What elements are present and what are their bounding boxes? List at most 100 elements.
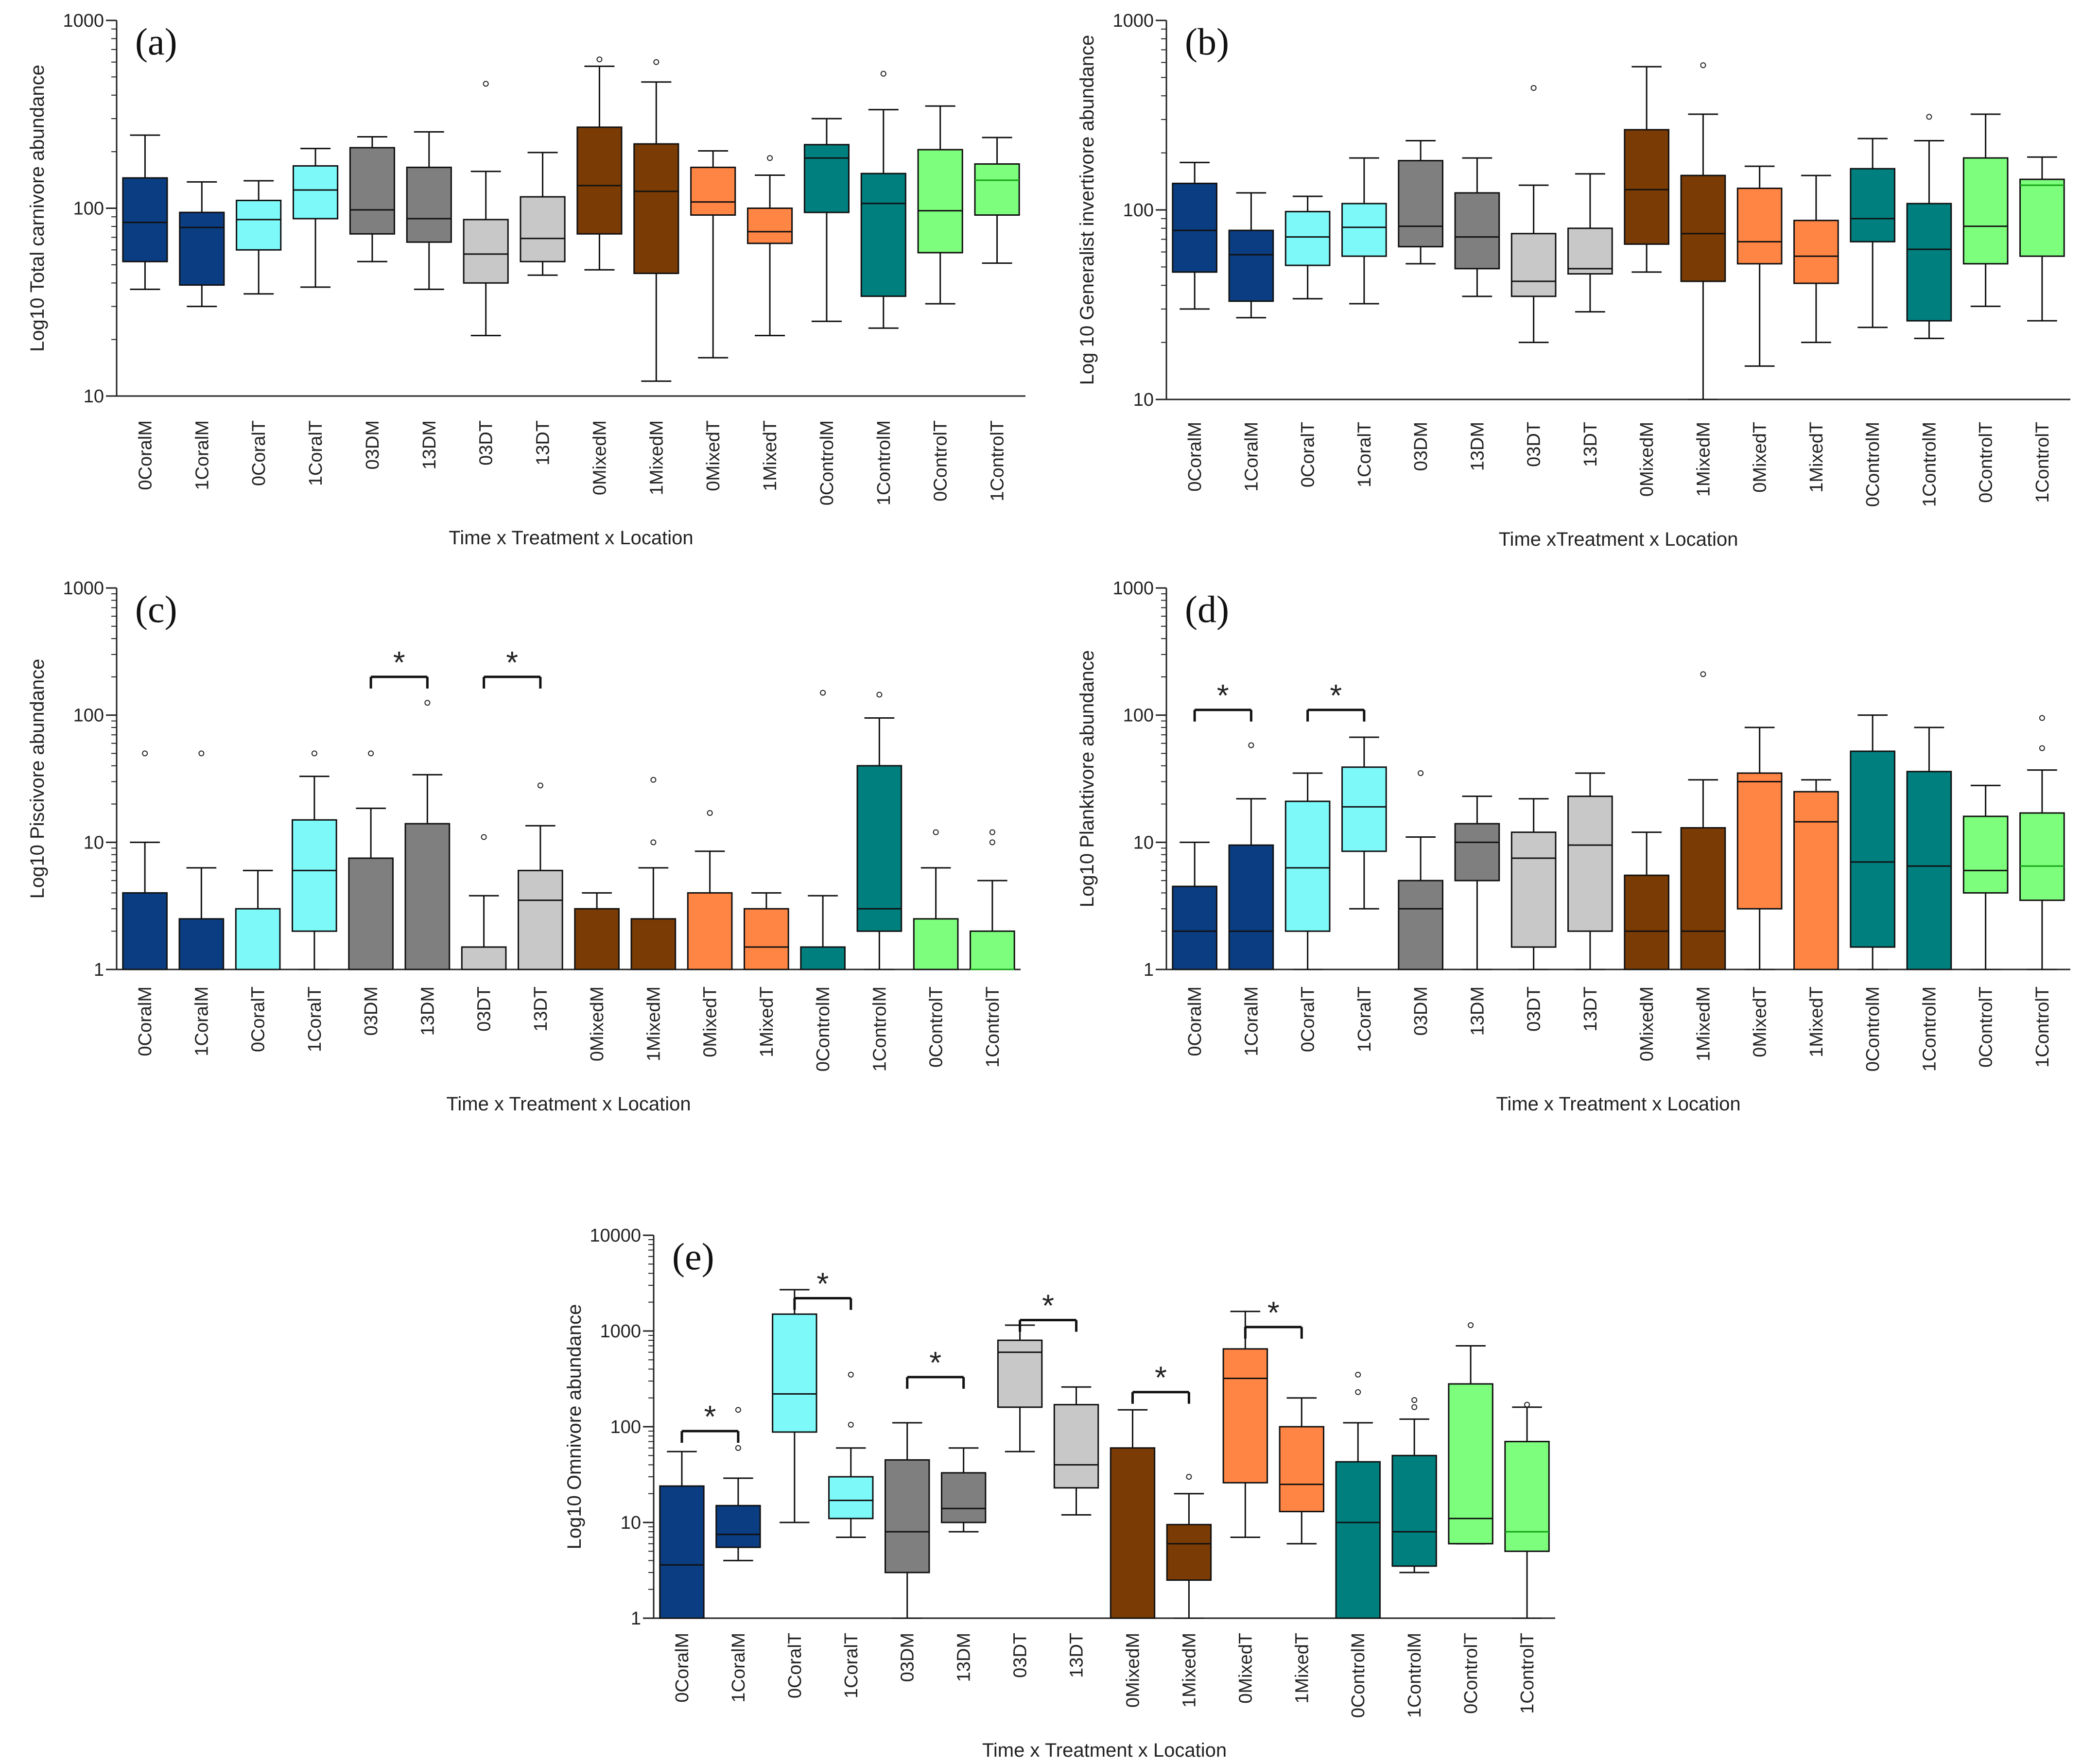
outlier-point xyxy=(424,700,431,706)
box-body xyxy=(860,173,906,297)
x-category-label: 1CoralT xyxy=(305,986,325,1052)
box-03DT xyxy=(463,81,509,336)
box-body xyxy=(404,823,451,970)
box-0CoralM xyxy=(1172,841,1217,970)
box-body xyxy=(1341,766,1387,852)
x-category-label: 1ControlM xyxy=(869,986,890,1072)
x-category-label: 13DM xyxy=(417,986,438,1036)
outlier-point xyxy=(142,750,148,757)
box-0ControlM xyxy=(803,118,850,322)
x-category-label: 0ControlM xyxy=(1863,986,1883,1072)
box-1ControlM xyxy=(1906,114,1952,339)
x-category-label: 1MixedT xyxy=(1292,1633,1312,1704)
box-0MixedM xyxy=(1624,831,1669,970)
box-body xyxy=(520,196,566,262)
box-03DM xyxy=(348,750,394,970)
x-category-label: 0ControlM xyxy=(1348,1633,1369,1718)
panel-label: (a) xyxy=(135,20,177,63)
x-category-label: 03DM xyxy=(898,1633,918,1682)
x-category-label: 1CoralM xyxy=(192,420,212,490)
y-tick-label: 100 xyxy=(1123,200,1154,221)
x-category-label: 0MixedM xyxy=(1637,422,1657,497)
box-body xyxy=(292,165,339,220)
box-0MixedM xyxy=(1624,66,1669,273)
box-1CoralT xyxy=(1341,157,1387,305)
box-0CoralT xyxy=(1284,772,1331,970)
y-axis-title: Log10 Omnivore abundance xyxy=(564,1304,585,1550)
x-category-label: 03DM xyxy=(1411,986,1431,1036)
x-category-label: 0CoralT xyxy=(1298,422,1319,487)
box-body xyxy=(1567,227,1613,275)
box-body xyxy=(1172,182,1217,273)
box-0ControlT xyxy=(913,829,959,970)
box-body xyxy=(235,908,281,970)
y-tick-label: 1000 xyxy=(63,11,104,31)
x-category-label: 1MixedM xyxy=(646,420,667,495)
box-1MixedM xyxy=(1680,671,1726,970)
box-0ControlM xyxy=(1850,714,1895,970)
x-category-label: 1CoralT xyxy=(841,1633,862,1698)
x-axis-title: Time x Treatment x Location xyxy=(449,527,693,549)
significance-star: * xyxy=(506,645,518,680)
box-0MixedT xyxy=(1736,165,1783,367)
box-body xyxy=(1680,827,1726,970)
y-tick-label: 100 xyxy=(73,706,104,726)
box-body xyxy=(1053,1404,1099,1489)
significance-star: * xyxy=(816,1266,829,1301)
box-1CoralT xyxy=(1341,736,1387,910)
box-body xyxy=(461,946,507,970)
box-body xyxy=(1736,188,1783,265)
box-13DM xyxy=(406,131,452,290)
x-category-label: 1ControlT xyxy=(988,420,1008,501)
box-body xyxy=(236,200,282,251)
box-13DT xyxy=(1567,173,1613,313)
box-body xyxy=(659,1485,705,1619)
box-1MixedM xyxy=(633,59,679,382)
outlier-point xyxy=(198,750,205,757)
box-body xyxy=(122,177,168,262)
outlier-point xyxy=(596,56,603,63)
x-category-label: 1MixedM xyxy=(1693,986,1714,1061)
box-body xyxy=(1166,1523,1212,1581)
x-category-label: 0MixedM xyxy=(587,986,607,1061)
box-body xyxy=(885,1459,930,1573)
outlier-point xyxy=(537,782,543,789)
box-body xyxy=(1504,1441,1550,1552)
x-category-label: 0CoralM xyxy=(135,420,156,490)
x-category-label: 0ControlM xyxy=(1863,422,1883,507)
box-body xyxy=(1172,885,1217,970)
outlier-point xyxy=(820,690,826,696)
y-tick-label: 1000 xyxy=(1112,578,1154,599)
x-category-label: 0ControlM xyxy=(813,986,833,1072)
y-tick-label: 10 xyxy=(1133,390,1154,410)
x-category-label: 13DT xyxy=(1580,422,1601,467)
box-body xyxy=(122,892,168,970)
panel-e: (e) 1 10 100 1000 10000 Log10 Omnivore abundan… xyxy=(564,1226,1555,1761)
box-1MixedM xyxy=(1166,1474,1212,1619)
significance-star: * xyxy=(929,1345,941,1380)
box-03DM xyxy=(885,1422,930,1619)
x-category-label: 13DM xyxy=(954,1633,974,1682)
box-0MixedT xyxy=(690,150,736,359)
x-category-label: 0MixedM xyxy=(1637,986,1657,1061)
x-category-label: 0MixedT xyxy=(1750,422,1770,493)
x-category-label: 0ControlT xyxy=(931,420,951,501)
box-body xyxy=(1624,129,1669,245)
box-13DT xyxy=(518,782,563,970)
box-body xyxy=(1228,844,1274,970)
significance-star: * xyxy=(1217,678,1229,713)
box-1ControlT xyxy=(974,137,1020,264)
panel-d: (d) 1 10 100 1000 Log10 Planktivore abundance… xyxy=(1076,578,2070,1115)
box-0ControlT xyxy=(1448,1322,1493,1545)
x-category-label: 03DT xyxy=(476,420,497,466)
outlier-point xyxy=(481,834,487,840)
significance-bracket: * xyxy=(1306,678,1366,722)
box-13DT xyxy=(520,152,566,276)
box-0CoralT xyxy=(236,180,282,295)
outlier-point xyxy=(650,777,657,783)
box-body xyxy=(1341,203,1387,257)
box-1CoralM xyxy=(715,1407,761,1561)
box-body xyxy=(349,147,396,235)
box-body xyxy=(690,166,736,216)
